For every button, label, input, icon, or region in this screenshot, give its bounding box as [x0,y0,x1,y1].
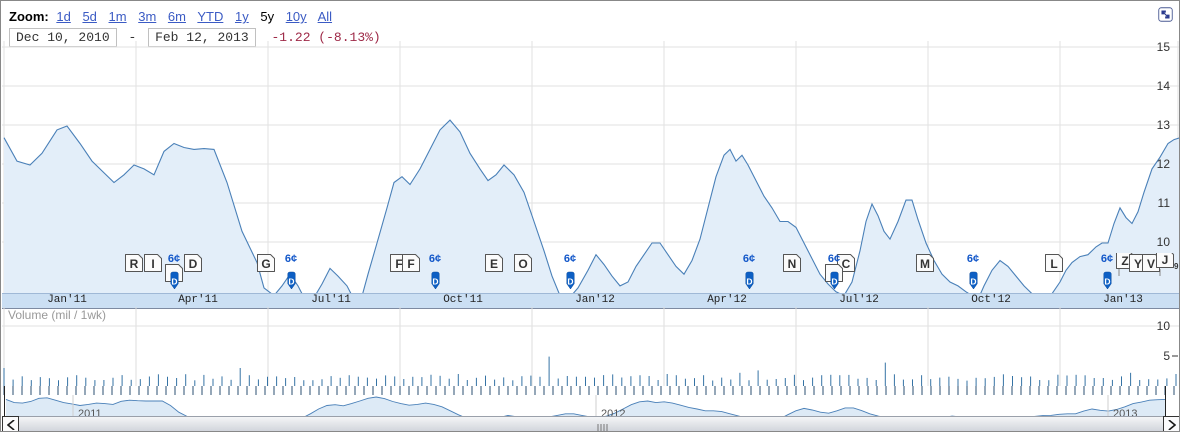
svg-text:11: 11 [1158,196,1171,210]
svg-text:N: N [788,257,797,271]
svg-text:F: F [407,257,414,271]
svg-text:12: 12 [1157,157,1171,171]
svg-text:13: 13 [1157,118,1171,132]
svg-text:I: I [151,257,154,271]
svg-text:D: D [189,257,198,271]
svg-text:G: G [261,257,270,271]
svg-text:F: F [395,257,402,271]
svg-text:5: 5 [1163,349,1170,363]
svg-text:10: 10 [1157,235,1171,249]
svg-text:J: J [1162,253,1169,267]
svg-text:L: L [1050,257,1057,271]
svg-text:Y: Y [1134,257,1142,271]
svg-text:O: O [518,257,527,271]
svg-text:15: 15 [1157,41,1171,54]
svg-text:R: R [130,257,139,271]
svg-text:Z: Z [1121,254,1128,268]
svg-text:V: V [1147,257,1155,271]
svg-text:9: 9 [1174,262,1179,271]
svg-text:10: 10 [1157,319,1171,333]
svg-text:C: C [842,257,851,271]
svg-text:E: E [490,257,498,271]
svg-text:14: 14 [1157,79,1171,93]
svg-text:M: M [920,257,930,271]
